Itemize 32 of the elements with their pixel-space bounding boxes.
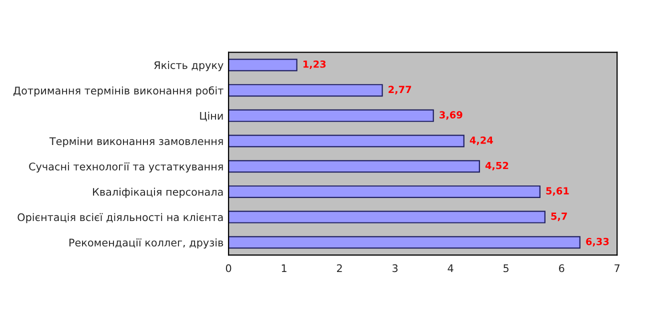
x-tick-label: 5 <box>504 264 508 272</box>
y-tick-label: Орієнтація всієї діяльності на клієнта <box>18 213 223 224</box>
data-label: 1,23 <box>303 60 326 70</box>
data-label: 5,61 <box>546 187 569 196</box>
y-tick-label: Рекомендації коллег, друзів <box>69 238 224 249</box>
x-tick-label: 4 <box>448 264 454 272</box>
y-tick-label: Сучасні технології та устаткування <box>29 162 223 172</box>
x-tick-label: 2 <box>337 264 342 272</box>
x-tick-label: 3 <box>392 264 398 272</box>
data-label: 4,24 <box>470 136 493 146</box>
bar <box>228 185 540 198</box>
bar <box>228 210 546 224</box>
bar <box>228 134 464 148</box>
bar <box>228 58 298 72</box>
bar <box>228 109 434 122</box>
y-tick-label: Дотримання термінів виконання робіт <box>13 86 224 97</box>
x-tick-label: 0 <box>226 264 232 272</box>
bar <box>228 236 580 249</box>
bar <box>228 160 480 173</box>
x-tick-label: 7 <box>614 264 620 272</box>
y-tick-label: Кваліфікація персонала <box>93 188 223 198</box>
data-label: 4,52 <box>485 162 508 170</box>
data-label: 3,69 <box>440 111 462 120</box>
data-label: 5,7 <box>551 212 567 222</box>
x-tick-label: 6 <box>558 264 564 272</box>
data-label: 6,33 <box>586 238 609 246</box>
data-label: 2,77 <box>388 86 412 94</box>
y-tick-label: Ціни <box>200 112 223 122</box>
x-tick-label: 1 <box>282 264 286 272</box>
y-tick-label: Якість друку <box>154 61 224 72</box>
y-tick-label: Терміни виконання замовлення <box>49 137 223 148</box>
bar <box>228 84 383 97</box>
